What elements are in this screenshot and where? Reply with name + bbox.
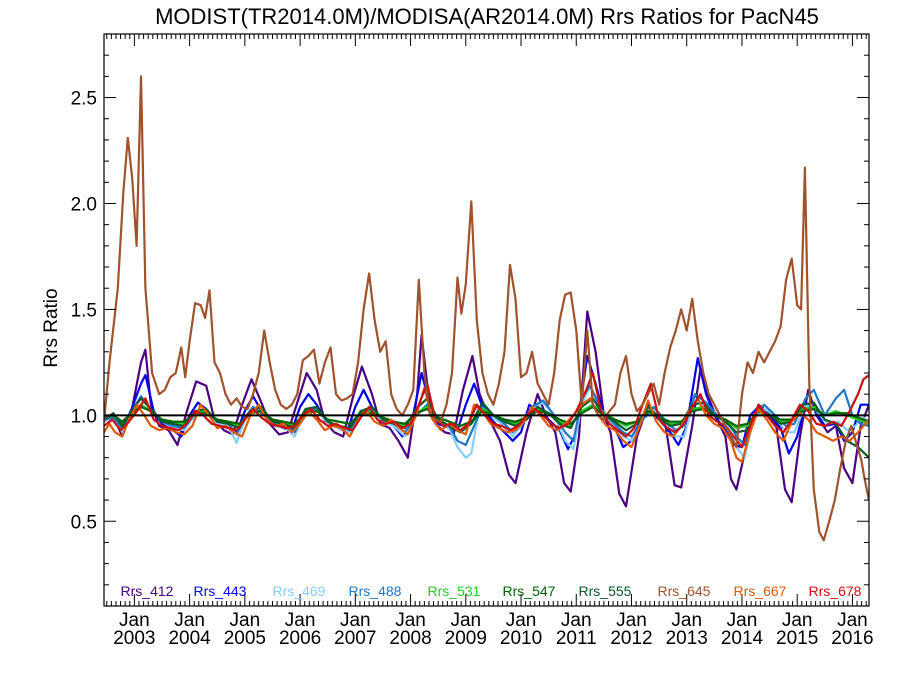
plot-frame: [103, 33, 870, 607]
legend-entry-rrs-443: Rrs_443: [194, 583, 247, 599]
x-tick-label-month: Jan: [837, 610, 868, 631]
x-tick-label-year: 2003: [113, 628, 155, 649]
x-tick-label-year: 2005: [224, 628, 266, 649]
x-tick-label-month: Jan: [395, 610, 426, 631]
x-tick-label-year: 2011: [556, 628, 597, 649]
x-tick-label-month: Jan: [174, 610, 205, 631]
legend-entry-rrs-678: Rrs_678: [809, 583, 862, 599]
x-tick-label-month: Jan: [340, 610, 371, 631]
x-tick-label-year: 2006: [279, 628, 321, 649]
series-group: [104, 75, 869, 542]
x-tick-label-month: Jan: [230, 610, 261, 631]
x-tick-label-month: Jan: [616, 610, 647, 631]
x-tick-label-month: Jan: [561, 610, 592, 631]
legend-entry-rrs-531: Rrs_531: [428, 583, 481, 599]
series-line-rrs-645: [104, 75, 869, 542]
x-tick-label-year: 2014: [721, 628, 764, 649]
x-tick-label-year: 2004: [168, 628, 211, 649]
chart-title: MODIST(TR2014.0M)/MODISA(AR2014.0M) Rrs …: [155, 4, 819, 29]
x-tick-label-month: Jan: [782, 610, 813, 631]
x-tick-label-year: 2007: [334, 628, 376, 649]
y-tick-label: 2.5: [71, 89, 97, 110]
y-tick-label: 1.5: [71, 300, 97, 321]
x-tick-label-year: 2008: [389, 628, 431, 649]
x-tick-label-year: 2013: [666, 628, 708, 649]
x-tick-label-year: 2009: [445, 628, 487, 649]
x-tick-label-year: 2010: [500, 628, 542, 649]
y-tick-label: 1.0: [71, 406, 97, 427]
x-tick-label-year: 2015: [776, 628, 818, 649]
x-tick-label-month: Jan: [450, 610, 481, 631]
y-tick-label: 0.5: [71, 512, 97, 533]
legend-entry-rrs-667: Rrs_667: [734, 583, 787, 599]
y-axis-label: Rrs Ratio: [41, 288, 62, 367]
series-line-rrs-555: [104, 397, 869, 459]
x-tick-label-month: Jan: [727, 610, 758, 631]
x-tick-label-month: Jan: [119, 610, 150, 631]
legend-entry-rrs-547: Rrs_547: [503, 583, 556, 599]
legend-entry-rrs-645: Rrs_645: [658, 583, 711, 599]
legend-entry-rrs-412: Rrs_412: [121, 583, 174, 599]
y-tick-label: 2.0: [71, 194, 97, 215]
legend-entry-rrs-488: Rrs_488: [349, 583, 402, 599]
x-tick-label-month: Jan: [285, 610, 316, 631]
x-tick-label-month: Jan: [671, 610, 702, 631]
x-tick-label-month: Jan: [506, 610, 537, 631]
x-tick-label-year: 2016: [831, 628, 873, 649]
legend-entry-rrs-555: Rrs_555: [579, 583, 632, 599]
x-tick-label-year: 2012: [610, 628, 652, 649]
series-line-rrs-678: [104, 371, 869, 449]
legend-entry-rrs-469: Rrs_469: [273, 583, 326, 599]
